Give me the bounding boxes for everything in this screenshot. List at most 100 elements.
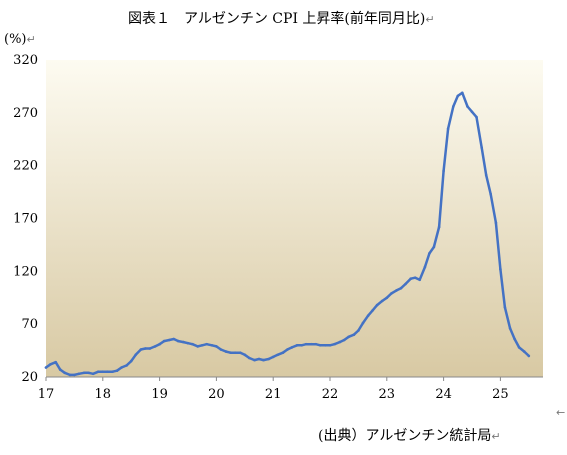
- data-point: [120, 366, 123, 369]
- data-point: [200, 344, 204, 347]
- plot-area: [46, 60, 543, 377]
- data-point: [111, 370, 114, 374]
- data-point: [466, 105, 469, 108]
- y-axis-ticks: 20 70 120 170 220 270 320: [13, 53, 38, 385]
- data-point: [243, 353, 247, 357]
- data-point: [87, 371, 90, 375]
- data-point: [196, 345, 199, 348]
- y-tick-label: 20: [21, 370, 38, 385]
- data-point: [101, 370, 105, 374]
- data-point: [470, 110, 474, 114]
- data-point: [357, 329, 360, 332]
- data-point: [177, 339, 180, 343]
- data-point: [475, 115, 478, 119]
- data-point: [461, 91, 464, 95]
- side-mark: ←: [556, 406, 565, 419]
- data-point: [395, 289, 398, 292]
- data-point: [338, 340, 342, 344]
- data-point: [253, 358, 256, 362]
- data-point: [82, 371, 86, 375]
- data-point: [523, 350, 526, 353]
- data-point: [423, 265, 427, 269]
- data-point: [148, 347, 152, 350]
- data-point: [347, 335, 351, 339]
- data-point: [404, 282, 407, 286]
- data-point: [503, 306, 507, 309]
- data-point: [125, 364, 128, 367]
- data-point: [333, 342, 336, 346]
- data-point: [106, 370, 109, 374]
- data-point: [219, 348, 223, 351]
- data-point: [442, 169, 445, 173]
- data-point: [480, 146, 484, 149]
- data-point: [399, 286, 403, 290]
- data-point: [456, 94, 460, 98]
- data-point: [144, 347, 147, 350]
- y-tick-label: 170: [13, 212, 38, 227]
- data-point: [300, 344, 303, 347]
- y-tick-label: 120: [13, 264, 38, 279]
- x-tick-label: 21: [265, 387, 282, 402]
- data-point: [77, 372, 81, 376]
- unit-paragraph-mark: ↵: [27, 33, 36, 46]
- x-tick-label: 25: [492, 387, 509, 402]
- data-point: [224, 350, 228, 353]
- data-point: [205, 342, 208, 346]
- data-point: [446, 127, 450, 130]
- x-tick-label: 22: [322, 387, 339, 402]
- x-axis-ticks: 17 18 19 20 21 22 23 24 25: [38, 377, 509, 402]
- data-point: [371, 309, 374, 312]
- data-point: [508, 327, 512, 330]
- data-point: [381, 299, 384, 303]
- data-point: [352, 333, 356, 337]
- y-axis-unit: (%)↵: [4, 32, 36, 47]
- data-point: [215, 345, 218, 348]
- data-point: [437, 225, 441, 229]
- data-point: [432, 245, 436, 249]
- source-note: (出典）アルゼンチン統計局↵: [318, 428, 501, 444]
- x-tick-label: 18: [95, 387, 112, 402]
- data-point: [210, 344, 214, 347]
- data-point: [390, 292, 393, 295]
- data-point: [366, 314, 370, 318]
- data-point: [233, 351, 237, 355]
- data-point: [418, 278, 422, 282]
- data-point: [229, 351, 232, 355]
- data-point: [239, 351, 242, 355]
- data-point: [134, 353, 137, 357]
- data-point: [162, 339, 166, 343]
- data-point: [262, 358, 265, 362]
- data-point: [172, 337, 176, 341]
- title-paragraph-mark: ↵: [425, 13, 434, 26]
- data-point: [304, 342, 308, 346]
- data-point: [168, 338, 171, 342]
- data-point: [91, 372, 95, 376]
- data-point: [452, 105, 455, 108]
- data-point: [375, 303, 379, 307]
- x-tick-label: 19: [151, 387, 168, 402]
- data-point: [527, 354, 531, 358]
- data-point: [276, 353, 280, 357]
- data-point: [409, 277, 413, 281]
- chart-title: 図表１ アルゼンチン CPI 上昇率(前年同月比)↵: [128, 10, 435, 27]
- data-points: [44, 91, 531, 377]
- data-point: [257, 357, 261, 361]
- y-tick-label: 320: [13, 53, 38, 68]
- data-point: [58, 368, 62, 371]
- data-point: [290, 346, 294, 349]
- data-point: [271, 355, 275, 359]
- data-point: [281, 351, 285, 355]
- x-tick-label: 17: [38, 387, 55, 402]
- y-tick-label: 270: [13, 106, 38, 121]
- data-point: [97, 370, 100, 374]
- data-point: [328, 344, 332, 347]
- data-point: [314, 342, 318, 346]
- data-point: [494, 221, 498, 224]
- data-point: [361, 321, 365, 325]
- data-point: [129, 359, 133, 363]
- x-tick-label: 23: [379, 387, 396, 402]
- data-point: [513, 337, 516, 341]
- data-point: [63, 371, 66, 375]
- data-point: [153, 345, 157, 348]
